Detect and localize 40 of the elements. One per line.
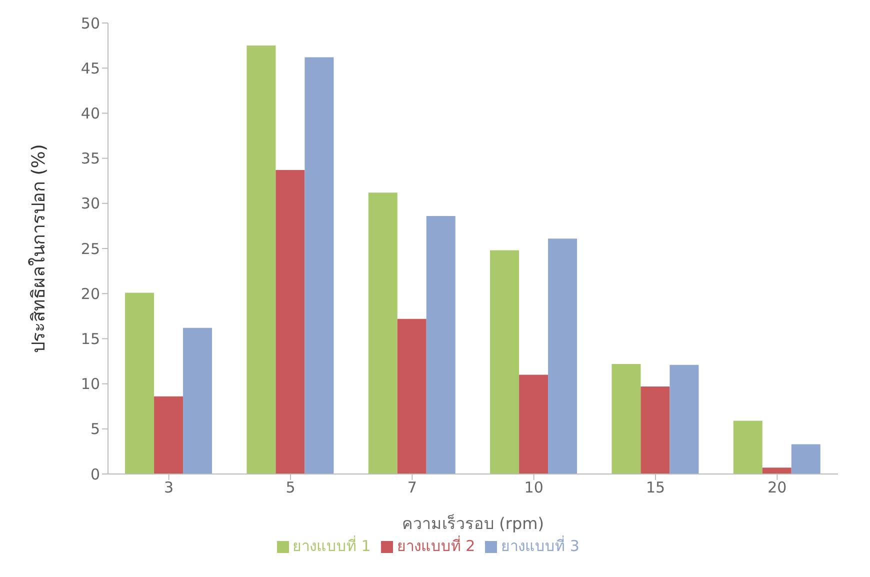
x-tick-label: 3 (164, 478, 174, 497)
y-tick-label: 25 (80, 240, 100, 258)
bar (125, 292, 154, 474)
bar (762, 468, 792, 474)
y-tick-label: 30 (80, 194, 100, 213)
bar (612, 364, 641, 474)
y-tick-label: 45 (80, 59, 100, 78)
y-tick-label: 5 (90, 420, 100, 438)
y-tick-label: 15 (80, 330, 100, 348)
bar (791, 444, 820, 474)
y-tick-label: 35 (80, 150, 100, 168)
bar (368, 192, 398, 474)
bar (548, 238, 578, 474)
x-tick-label: 5 (286, 478, 296, 497)
y-tick-label: 0 (90, 465, 100, 484)
bar (276, 170, 305, 474)
bar (304, 57, 334, 474)
legend-label: ยางแบบที่ 2 (396, 537, 476, 555)
bar (246, 46, 276, 474)
bar (670, 364, 699, 474)
bar (733, 420, 762, 474)
bar (154, 396, 184, 474)
bar (640, 386, 670, 474)
legend-label: ยางแบบที่ 1 (292, 537, 371, 555)
legend-label: ยางแบบที่ 3 (501, 537, 580, 555)
x-tick-label: 15 (646, 478, 666, 497)
y-axis-title: ประสิทธิผลในการปอก (%) (27, 144, 50, 353)
y-tick-label: 50 (80, 14, 100, 32)
x-tick-label: 7 (407, 478, 417, 497)
bar (490, 250, 520, 474)
bar (426, 216, 456, 474)
y-tick-label: 40 (80, 104, 100, 123)
bar (519, 374, 548, 474)
y-tick-label: 20 (80, 284, 100, 303)
x-axis-title: ความเร็วรอบ (rpm) (402, 513, 544, 533)
bar (183, 328, 212, 474)
bar (397, 318, 426, 474)
x-tick-label: 10 (524, 478, 544, 497)
y-tick-label: 10 (80, 375, 100, 394)
x-tick-label: 20 (768, 478, 787, 497)
